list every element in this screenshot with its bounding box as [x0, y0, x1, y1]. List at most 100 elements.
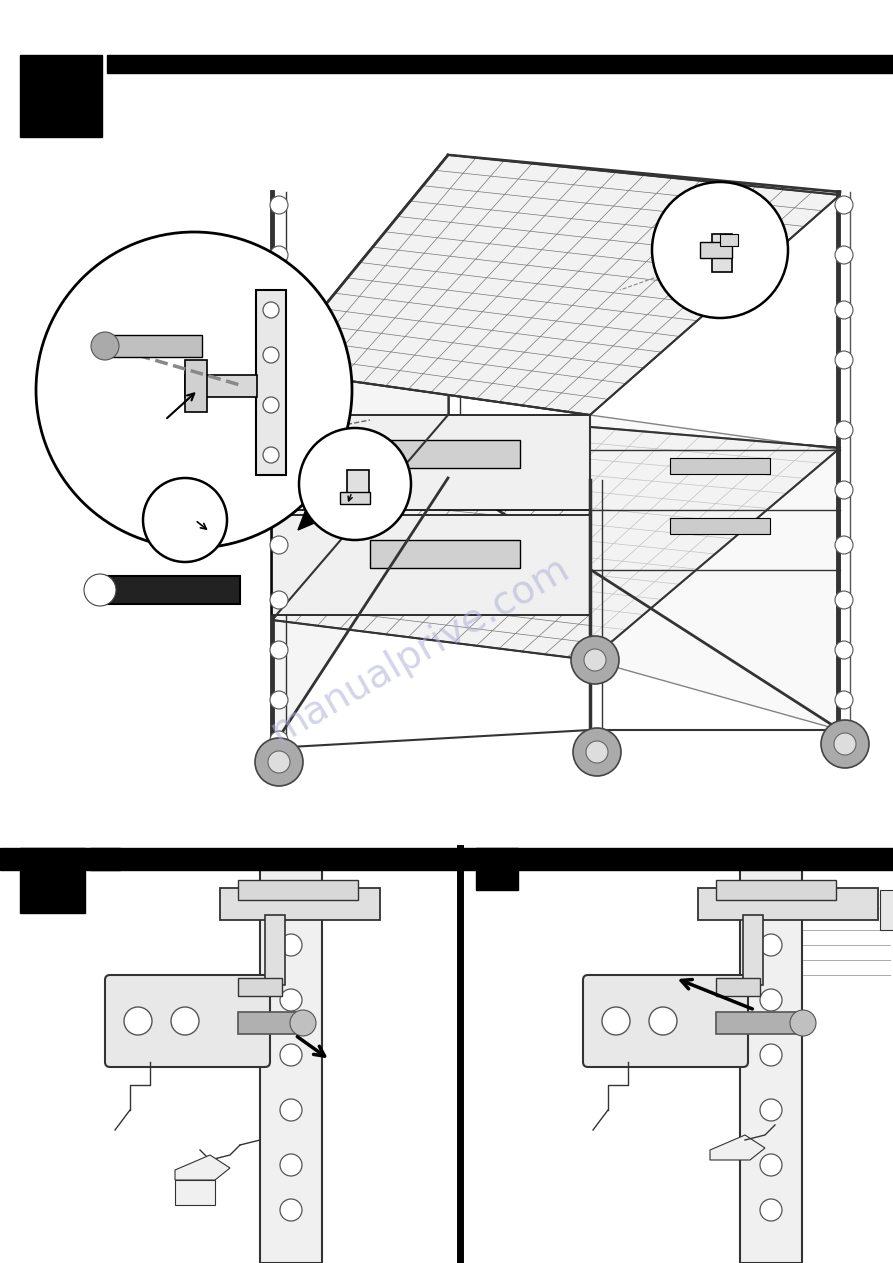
Circle shape: [584, 649, 606, 671]
Circle shape: [821, 720, 869, 768]
Circle shape: [270, 301, 288, 320]
Bar: [880, 890, 893, 930]
Circle shape: [280, 1045, 302, 1066]
Polygon shape: [590, 416, 840, 730]
Bar: [256, 290, 286, 475]
Circle shape: [263, 447, 279, 464]
Circle shape: [263, 397, 279, 413]
Bar: [238, 978, 282, 997]
Bar: [272, 515, 590, 615]
Bar: [175, 1180, 215, 1205]
Circle shape: [270, 691, 288, 709]
Circle shape: [835, 351, 853, 369]
Circle shape: [268, 751, 290, 773]
Circle shape: [835, 481, 853, 499]
FancyBboxPatch shape: [105, 975, 270, 1067]
Text: manualprive.com: manualprive.com: [263, 549, 576, 751]
Bar: [185, 360, 207, 412]
Bar: [476, 847, 518, 890]
Bar: [272, 416, 590, 510]
Polygon shape: [272, 155, 448, 748]
Bar: [670, 458, 770, 474]
Circle shape: [760, 1154, 782, 1176]
Circle shape: [649, 1007, 677, 1034]
Circle shape: [790, 1010, 816, 1036]
Bar: [220, 888, 380, 919]
Circle shape: [270, 351, 288, 369]
Polygon shape: [272, 416, 840, 661]
Circle shape: [835, 642, 853, 659]
Circle shape: [270, 591, 288, 609]
Circle shape: [602, 1007, 630, 1034]
Circle shape: [835, 691, 853, 709]
Bar: [716, 880, 836, 901]
FancyBboxPatch shape: [583, 975, 748, 1067]
Bar: [260, 870, 322, 1263]
Bar: [712, 234, 732, 272]
Bar: [716, 1012, 806, 1034]
Circle shape: [835, 301, 853, 320]
Circle shape: [263, 302, 279, 318]
Circle shape: [760, 989, 782, 1010]
Bar: [743, 914, 763, 985]
Bar: [107, 56, 893, 73]
Circle shape: [280, 989, 302, 1010]
Bar: [185, 375, 257, 397]
Polygon shape: [272, 155, 840, 416]
Circle shape: [573, 727, 621, 775]
Circle shape: [760, 1045, 782, 1066]
Bar: [20, 56, 102, 136]
Circle shape: [835, 246, 853, 264]
Circle shape: [280, 935, 302, 956]
Circle shape: [270, 536, 288, 554]
Bar: [698, 888, 878, 919]
Circle shape: [571, 637, 619, 685]
Circle shape: [760, 889, 782, 911]
Circle shape: [84, 573, 116, 606]
Bar: [740, 870, 802, 1263]
Circle shape: [263, 347, 279, 362]
Bar: [265, 914, 285, 985]
Circle shape: [124, 1007, 152, 1034]
Bar: [238, 880, 358, 901]
Circle shape: [171, 1007, 199, 1034]
Circle shape: [255, 738, 303, 786]
Circle shape: [835, 196, 853, 213]
Circle shape: [270, 246, 288, 264]
Bar: [370, 541, 520, 568]
Circle shape: [270, 196, 288, 213]
Bar: [340, 493, 370, 504]
Circle shape: [280, 1154, 302, 1176]
Circle shape: [586, 741, 608, 763]
Circle shape: [270, 481, 288, 499]
Circle shape: [299, 428, 411, 541]
Circle shape: [270, 642, 288, 659]
Circle shape: [835, 421, 853, 440]
Circle shape: [280, 1199, 302, 1221]
Bar: [20, 847, 85, 913]
Circle shape: [835, 591, 853, 609]
Bar: [95, 576, 240, 604]
Circle shape: [835, 536, 853, 554]
Circle shape: [760, 1199, 782, 1221]
Bar: [110, 980, 265, 1062]
Circle shape: [91, 332, 119, 360]
Bar: [90, 847, 120, 870]
Circle shape: [280, 1099, 302, 1122]
Circle shape: [36, 232, 352, 548]
Bar: [0, 847, 893, 870]
Circle shape: [280, 889, 302, 911]
Circle shape: [834, 733, 856, 755]
Bar: [720, 234, 738, 246]
Bar: [102, 335, 202, 357]
Bar: [670, 518, 770, 534]
Polygon shape: [710, 1135, 765, 1159]
Circle shape: [760, 935, 782, 956]
Bar: [370, 440, 520, 469]
Circle shape: [270, 421, 288, 440]
Circle shape: [270, 731, 288, 749]
Circle shape: [652, 182, 788, 318]
Polygon shape: [298, 477, 345, 530]
Bar: [700, 242, 732, 258]
Polygon shape: [175, 1154, 230, 1180]
